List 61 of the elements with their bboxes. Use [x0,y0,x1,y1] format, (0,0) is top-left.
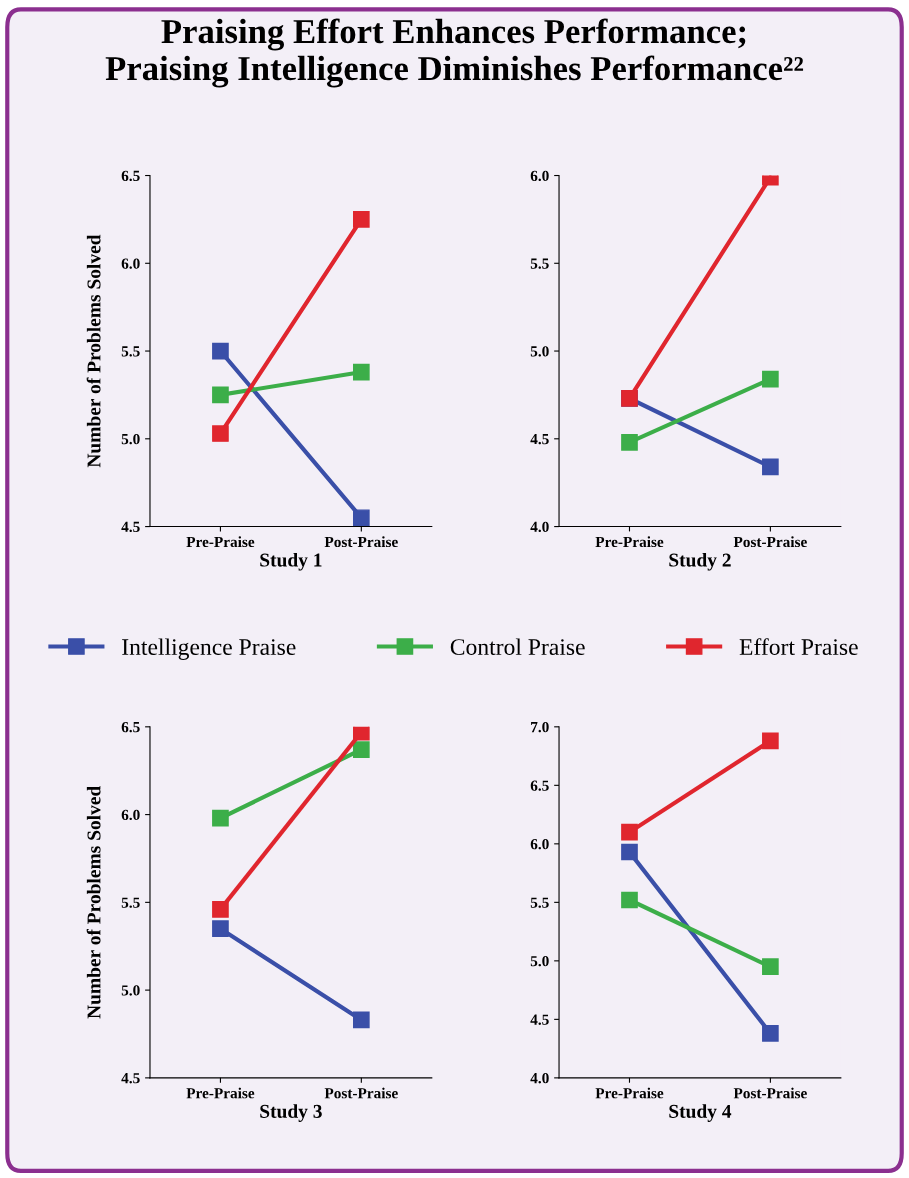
y-tick-label: 6.5 [121,722,140,733]
chart-title: Praising Effort Enhances Performance; Praising Intelligence Diminishes Performance²² [105,18,804,88]
x-tick-label: Pre-Praise [595,536,664,548]
y-tick-label: 6.0 [530,838,549,850]
y-tick-label: 5.0 [121,433,140,445]
x-tick-label: Pre-Praise [595,1087,664,1099]
point [212,425,229,442]
y-tick-label: 6.0 [121,809,140,821]
point [212,809,229,827]
y-tick-label: 6.0 [121,258,140,269]
x-tick-label: Post-Praise [324,536,398,548]
point [762,732,779,750]
point [212,920,229,938]
legend-label: Control Praise [450,638,585,656]
y-tick-label: 4.5 [530,434,549,445]
x-tick-label: Post-Praise [733,536,807,548]
y-tick-label: 7.0 [531,721,549,733]
x-tick-label: Post-Praise [733,1087,807,1099]
point [762,370,779,388]
point [621,843,638,861]
point [621,433,638,451]
y-tick-label: 4.5 [121,521,140,533]
x-axis-title: Study 3 [260,1104,322,1122]
point [212,386,229,404]
y-tick-label: 5.5 [121,897,140,908]
point [352,509,370,527]
point [762,1025,779,1042]
point [621,823,638,841]
x-tick-label: Post-Praise [324,1087,398,1099]
y-axis-title: Number of Problems Solved [86,234,101,468]
y-tick-label: 4.0 [530,1073,549,1084]
y-tick-label: 6.5 [121,170,140,182]
point [762,958,779,976]
point [212,901,229,918]
point [352,1011,370,1029]
y-tick-label: 5.0 [121,985,140,996]
legend-label: Effort Praise [739,638,858,656]
point [621,891,638,909]
point [352,363,370,381]
y-tick-label: 5.0 [530,956,549,967]
y-tick-label: 4.5 [530,1014,549,1025]
y-tick-label: 5.5 [121,346,140,357]
y-tick-label: 4.0 [530,521,549,533]
x-axis-title: Study 4 [669,1104,732,1122]
y-tick-label: 5.0 [530,346,549,357]
x-tick-label: Pre-Praise [186,536,255,548]
x-axis-title: Study 1 [260,552,322,571]
y-tick-label: 6.0 [530,170,549,182]
y-tick-label: 5.5 [530,258,549,269]
x-tick-label: Pre-Praise [186,1087,255,1099]
point [762,458,779,476]
legend-label: Intelligence Praise [122,638,296,660]
y-tick-label: 5.5 [530,897,549,908]
x-axis-title: Study 2 [669,552,731,571]
point [352,211,370,228]
point [352,741,370,758]
y-axis-title: Number of Problems Solved [86,785,101,1019]
y-tick-label: 6.5 [530,780,549,791]
point [212,342,229,360]
point [352,726,370,741]
y-tick-label: 4.5 [121,1073,140,1084]
